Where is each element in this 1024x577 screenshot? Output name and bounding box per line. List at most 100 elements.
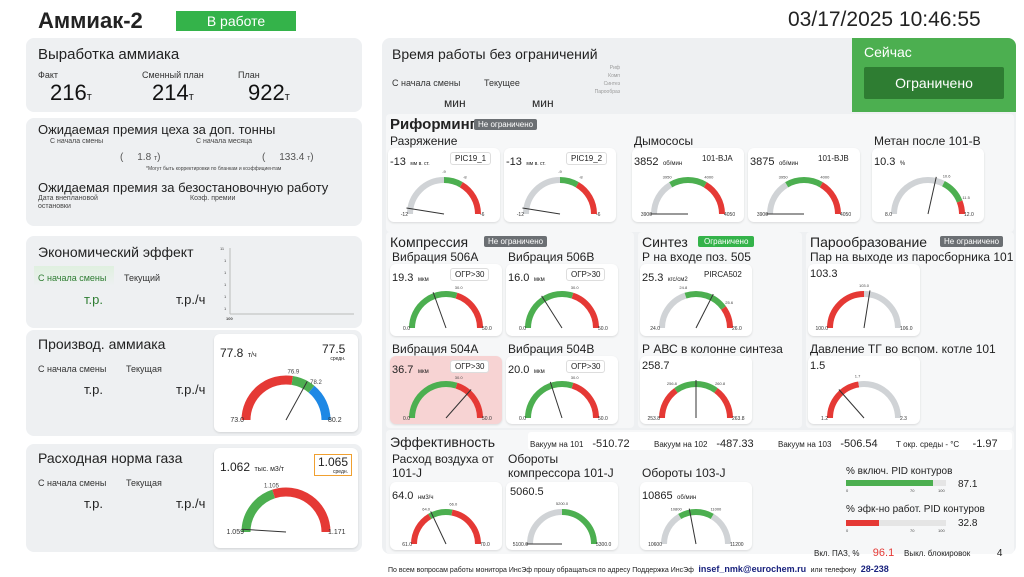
pid-on-value: 87.1 [958, 479, 978, 490]
gauge-arc-red [659, 388, 678, 419]
gauge-arc-grey [523, 177, 561, 215]
gauge-needle [541, 295, 563, 329]
gauge-min-label: -12 [517, 212, 524, 218]
gauge-arc-red [827, 291, 865, 329]
c103-gauge: 10600 11200 10800 11000 [648, 506, 744, 548]
gauge-arc-green [678, 509, 714, 520]
gauge-arc-grey [407, 177, 445, 215]
gauge-arc-green [684, 291, 726, 310]
gauge-arc-grey [710, 513, 731, 545]
worktime-current-label: Текущее [484, 78, 520, 88]
methane-gauge: 8.0 12.0 10.6 11.5 [885, 173, 974, 218]
gauge-min-label: 253.8 [647, 416, 660, 422]
fact-label: Факт [38, 70, 59, 80]
gauge-min-label: 100.0 [815, 326, 828, 332]
vac103: Вакуум на 103 -506.54 [778, 438, 878, 450]
econ-current-unit: т.р./ч [176, 292, 206, 307]
v504b-value: 20.0 мкм [508, 364, 545, 376]
v506a-title: Вибрация 506A [392, 250, 479, 264]
support-email-link[interactable]: insef_nmk@eurochem.ru [698, 564, 807, 574]
gauge-card-pic19-2: -13 мм в. ст. PIC19_2 -12 -6 -9 -8 [504, 148, 616, 222]
gauge-needle [522, 207, 561, 215]
stop-date-label: Дата внеплановой остановки [38, 195, 98, 210]
gauge-card-methane: 10.3 % 8.0 12.0 10.6 11.5 [872, 148, 984, 222]
econ-y-tick: 1 [224, 306, 227, 311]
gauge-arc-red [703, 182, 725, 215]
pic19-2-gauge: -12 -6 -9 -8 [517, 169, 601, 218]
gauge-card-p101: 103.3 100.0 106.0 103.0 [808, 264, 920, 336]
gas-gauge: 1.059 1.171 1.105 [226, 483, 345, 536]
gauge-arc-grey [767, 182, 789, 215]
gauge-min-label: 24.0 [650, 326, 660, 332]
support-phone-link[interactable]: 28-238 [860, 564, 889, 574]
ammonia-shift-label: С начала смены [38, 364, 107, 374]
gauge-card-p505: 25.3 кгс/см2 PIRCA502 24.0 26.0 24.8 25.6 [640, 264, 752, 336]
steam-title: Парообразование [810, 234, 928, 250]
p101-value: 103.3 [810, 268, 838, 280]
gauge-max-label: 2.3 [900, 416, 907, 422]
gauge-card-v506a: 19.3 мкм ОГР>30 0.0 50.0 30.0 [390, 264, 502, 336]
gauge-arc-green [669, 177, 707, 188]
gas-avg: 1.065 средн. [314, 454, 353, 476]
gauge-arc-green [241, 489, 276, 533]
ammonia-value: 77.8 т/ч [220, 346, 257, 360]
gauge-mark-label: 5200.0 [556, 501, 569, 506]
gauge-arc-red [571, 382, 599, 419]
gauge-mark-label: 11000 [710, 506, 722, 511]
bonus-month-label: С начала месяца [196, 138, 252, 145]
gauge-mark-label: 260.8 [715, 381, 726, 386]
gauge-min-label: 3900 [641, 212, 652, 218]
gauge-card-v504a: 36.7 мкм ОГР>30 0.0 50.0 30.0 [390, 356, 502, 424]
gauge-max-label: 12.0 [964, 212, 974, 218]
ammonia-gauge: 73.0 80.2 76.9 78.2 [230, 370, 341, 424]
bjb-gauge: 3900 4050 3950 4000 [757, 175, 851, 218]
econ-shift-unit: т.р. [84, 292, 103, 307]
gauge-min-label: 1.2 [821, 416, 828, 422]
c103-title: Обороты 103-J [642, 466, 726, 480]
gauge-arc-red [714, 388, 733, 419]
pid-eff-title: % эфк-но работ. PID контуров [846, 504, 985, 515]
blocks: Выкл. блокировок 4 [904, 548, 1003, 559]
v506b-gauge: 0.0 50.0 30.0 [519, 285, 608, 332]
gauge-max-label: 11200 [730, 542, 744, 548]
shift-plan-value: 214т [152, 80, 194, 105]
comp-value: 5060.5 [510, 486, 544, 498]
gauge-min-label: 10600 [648, 542, 662, 548]
gauge-arc-grey [891, 177, 945, 215]
gas-norm-panel: Расходная норма газа С начала смены Теку… [26, 444, 362, 552]
ptg-value: 1.5 [810, 360, 826, 372]
steam-badge: Не ограничено [940, 236, 1004, 247]
bonus-shift-label: С начала смены [50, 138, 104, 145]
gauge-mark-label: 30.0 [571, 285, 580, 290]
v504a-tag: ОГР>30 [450, 360, 490, 373]
efficiency-title: Эффективность [390, 434, 496, 450]
v506b-tag: ОГР>30 [566, 268, 606, 281]
paz: Вкл. ПАЗ, % 96.1 [814, 547, 895, 559]
app-title: Аммиак-2 [38, 8, 143, 33]
gauge-card-v506b: 16.0 мкм ОГР>30 0.0 50.0 30.0 [506, 264, 618, 336]
gauge-needle [285, 381, 308, 421]
pid-eff-fill [846, 520, 879, 526]
gauge-arc-red [720, 306, 733, 329]
gauge-mark-label: 1.105 [264, 483, 280, 489]
gauge-min-label: 73.0 [230, 417, 244, 424]
methane-value: 10.3 % [874, 156, 906, 168]
plan-label: План [238, 70, 260, 80]
bonus-title: Ожидаемая премия цеха за доп. тонны [38, 122, 276, 137]
gauge-mark-label: 3950 [663, 175, 673, 180]
gauge-card-air: 64.0 нм3/ч 61.0 70.0 64.0 66.0 [390, 482, 502, 550]
ammonia-current-label: Текущая [126, 364, 162, 374]
pid-eff-track [846, 520, 946, 526]
gauge-needle [430, 511, 447, 545]
vac-title: Разряжение [390, 134, 458, 148]
gauge-max-label: 263.8 [732, 416, 745, 422]
gauge-arc-blue [308, 385, 331, 421]
gauge-max-label: 50.0 [482, 416, 492, 422]
now-status-button[interactable]: Ограничено [864, 67, 1004, 99]
plan-value: 922т [248, 80, 290, 105]
gauge-arc-red [956, 200, 965, 215]
pid-on-fill [846, 480, 933, 486]
worktime-shift-unit: мин [444, 96, 466, 110]
production-title: Выработка аммиака [38, 46, 180, 63]
gauge-max-label: 4050 [840, 212, 851, 218]
